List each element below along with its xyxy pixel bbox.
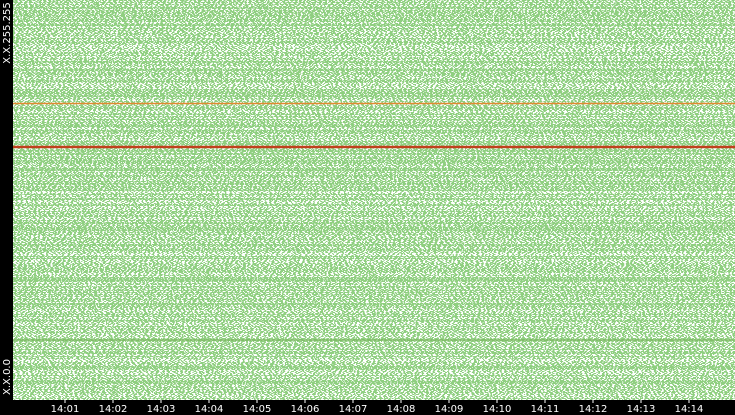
x-tick-label: 14:06 [291,404,320,415]
x-tick-label: 14:08 [387,404,416,415]
x-tick-label: 14:11 [531,404,560,415]
scatter-layer [13,0,735,400]
x-tick-label: 14:07 [339,404,368,415]
x-tick-label: 14:05 [243,404,272,415]
x-tick-label: 14:04 [195,404,224,415]
x-tick-label: 14:01 [51,404,80,415]
y-axis-label-top: X.X.255.255 [2,2,13,63]
x-tick-label: 14:03 [147,404,176,415]
x-tick-label: 14:10 [483,404,512,415]
x-tick-label: 14:02 [99,404,128,415]
x-tick-label: 14:09 [435,404,464,415]
x-tick-label: 14:14 [675,404,704,415]
x-tick-label: 14:13 [627,404,656,415]
x-tick-label: 14:12 [579,404,608,415]
y-axis-label-bottom: X.X.0.0 [2,359,13,395]
